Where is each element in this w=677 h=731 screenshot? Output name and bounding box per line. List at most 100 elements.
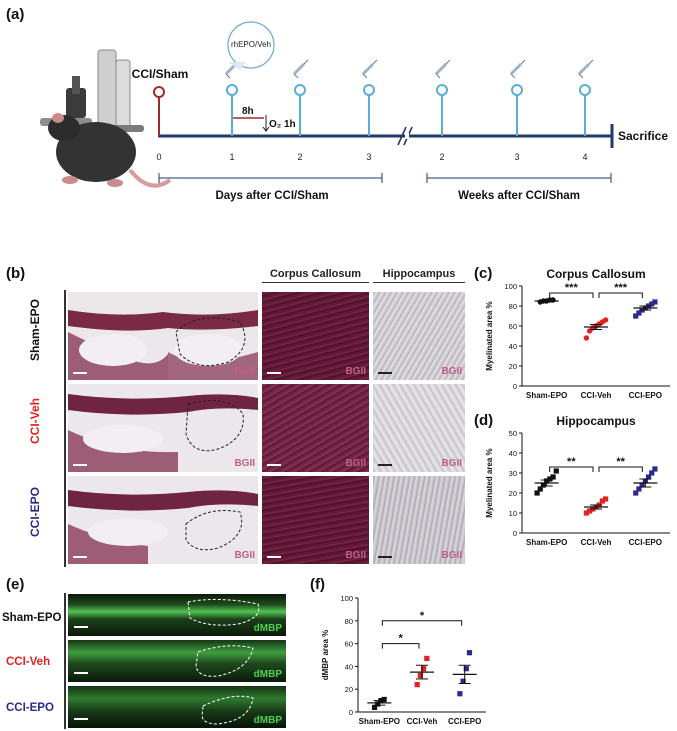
timeline-figure: rhEPO/Veh CCI/Sham Sacrifice 8h O₂ 1h 0 1… xyxy=(40,21,668,202)
x-tick-label: CCI-Veh xyxy=(407,717,438,726)
day-tick-2: 2 xyxy=(297,152,302,162)
data-point xyxy=(381,696,387,703)
y-tick-label: 0 xyxy=(513,382,517,391)
y-tick-label: 80 xyxy=(509,302,517,311)
row-label-cci-veh: CCI-Veh xyxy=(28,398,42,445)
y-axis-label: Myelinated area % xyxy=(485,448,494,517)
y-tick-label: 20 xyxy=(509,362,517,371)
micrograph-cciepo-whole: BGII xyxy=(68,476,258,564)
y-tick-label: 40 xyxy=(345,662,353,671)
data-point xyxy=(602,317,609,323)
significance-label: * xyxy=(420,610,425,622)
stain-label: BGII xyxy=(234,366,255,377)
mouse-stereotaxic-illustration xyxy=(40,49,172,188)
e-row-label-cci-veh: CCI-Veh xyxy=(6,656,51,668)
y-axis-label: dMBP area % xyxy=(321,630,330,681)
data-point xyxy=(652,299,658,305)
data-point xyxy=(633,313,639,319)
e-row-label-cci-epo: CCI-EPO xyxy=(6,702,54,714)
injection-markers xyxy=(224,59,594,136)
significance-bracket xyxy=(381,620,463,626)
injection-callout xyxy=(227,21,275,69)
significance-bracket xyxy=(381,643,420,649)
y-axis-label: Myelinated area % xyxy=(485,301,494,370)
data-point xyxy=(457,691,463,697)
data-point xyxy=(553,468,559,474)
data-point xyxy=(587,508,593,514)
day-tick-1: 1 xyxy=(229,152,234,162)
data-point xyxy=(652,466,658,472)
significance-label: *** xyxy=(565,282,579,294)
x-tick-label: CCI-EPO xyxy=(629,538,662,547)
data-point xyxy=(645,474,652,480)
dmbp-image-cciepo: dMBP xyxy=(68,686,286,728)
col-header-hippocampus: Hippocampus xyxy=(382,268,456,280)
data-point xyxy=(534,490,540,496)
data-point xyxy=(636,486,642,492)
data-point xyxy=(636,310,642,316)
x-tick-label: Sham-EPO xyxy=(526,391,567,400)
day-tick-labels: 0 1 2 3 xyxy=(156,152,371,162)
row-label-cci-epo: CCI-EPO xyxy=(28,487,42,538)
injection-marker-3 xyxy=(361,59,378,136)
start-label: CCI/Sham xyxy=(132,67,189,81)
y-tick-label: 40 xyxy=(509,449,517,458)
y-tick-label: 100 xyxy=(340,594,353,603)
week-tick-labels: 2 3 4 xyxy=(439,152,587,162)
data-point xyxy=(414,682,420,688)
panel-d-letter: (d) xyxy=(474,412,494,429)
start-marker xyxy=(153,86,165,98)
micrograph-cciveh-hip: BGII xyxy=(373,384,465,472)
data-point xyxy=(599,498,605,504)
data-point xyxy=(649,470,655,476)
data-point xyxy=(547,476,553,482)
weeks-caption: Weeks after CCI/Sham xyxy=(458,190,580,202)
panel-f-letter: (f) xyxy=(310,576,325,593)
y-tick-label: 20 xyxy=(509,489,517,498)
significance-bracket xyxy=(598,466,643,472)
day-tick-0: 0 xyxy=(156,152,161,162)
oxygen-label: O₂ 1h xyxy=(269,119,296,130)
micrograph-sham-hip: BGII xyxy=(373,292,465,380)
days-caption: Days after CCI/Sham xyxy=(215,190,328,202)
micrograph-sham-whole: BGII xyxy=(68,292,258,380)
x-tick-label: Sham-EPO xyxy=(526,538,567,547)
dmbp-image-sham: dMBP xyxy=(68,594,286,636)
injection-marker-6 xyxy=(577,59,594,136)
y-tick-label: 30 xyxy=(509,469,517,478)
y-tick-label: 80 xyxy=(345,617,353,626)
micrograph-cciepo-hip: BGII xyxy=(373,476,465,564)
day-tick-3: 3 xyxy=(366,152,371,162)
chart-corpus-callosum: Corpus Callosum 0 20 40 60 80 100 Myelinated ar… xyxy=(485,267,670,400)
chart-title: Corpus Callosum xyxy=(546,267,645,281)
x-tick-label: CCI-EPO xyxy=(629,391,662,400)
y-tick-label: 10 xyxy=(509,509,517,518)
significance-label: ** xyxy=(567,456,576,468)
data-point xyxy=(550,474,556,480)
y-tick-label: 50 xyxy=(509,429,517,438)
data-point xyxy=(583,510,589,516)
micrograph-sham-cc: BGII xyxy=(262,292,369,380)
e-row-label-sham-epo: Sham-EPO xyxy=(2,612,62,624)
x-tick-label: CCI-Veh xyxy=(581,391,612,400)
y-tick-label: 0 xyxy=(349,708,353,717)
week-tick-3: 3 xyxy=(514,152,519,162)
data-point xyxy=(540,482,547,488)
y-tick-label: 0 xyxy=(513,529,517,538)
significance-label: * xyxy=(399,633,404,645)
y-tick-label: 40 xyxy=(509,342,517,351)
x-tick-label: CCI-Veh xyxy=(581,538,612,547)
data-point xyxy=(463,666,469,672)
x-tick-label: Sham-EPO xyxy=(359,717,400,726)
y-tick-label: 100 xyxy=(504,282,517,291)
data-point xyxy=(639,482,645,488)
data-point xyxy=(460,678,466,684)
injection-marker-1 xyxy=(224,59,241,136)
data-point xyxy=(583,335,590,341)
week-tick-2: 2 xyxy=(439,152,444,162)
data-point xyxy=(633,490,639,496)
col-header-corpus-callosum: Corpus Callosum xyxy=(269,268,362,280)
injection-label: rhEPO/Veh xyxy=(231,40,271,49)
significance-bracket xyxy=(549,292,594,298)
significance-label: *** xyxy=(614,282,628,294)
